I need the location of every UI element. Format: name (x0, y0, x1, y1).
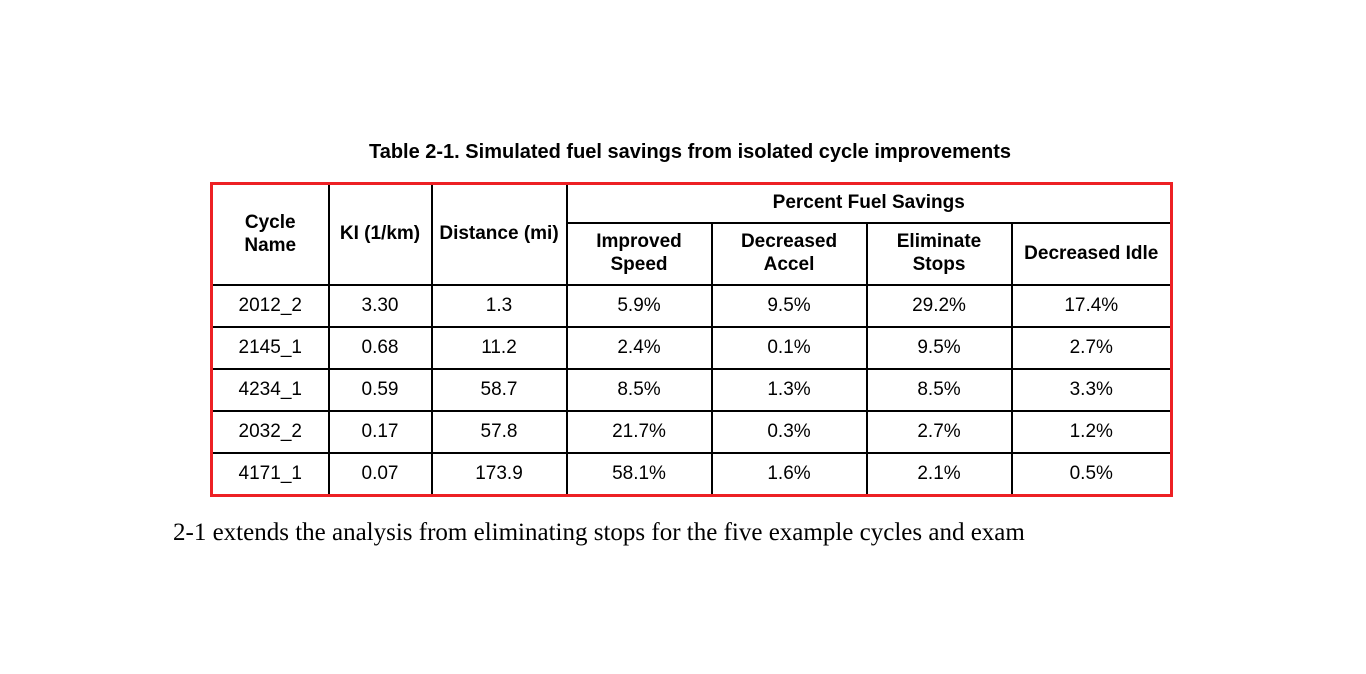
cell-distance: 57.8 (430, 410, 568, 454)
cell-decreased-idle: 2.7% (1010, 326, 1173, 370)
cell-eliminate-stops: 29.2% (865, 284, 1013, 328)
cell-eliminate-stops: 2.7% (865, 410, 1013, 454)
cell-decreased-accel: 1.3% (710, 368, 868, 412)
table-header-row-sub: Improved Speed Decreased Accel Eliminate… (212, 222, 1173, 286)
col-header-improved-speed: Improved Speed (565, 222, 713, 286)
cell-decreased-idle: 0.5% (1010, 452, 1173, 497)
table-header: Cycle Name KI (1/km) Distance (mi) Perce… (210, 182, 1173, 286)
cell-improved-speed: 5.9% (565, 284, 713, 328)
cell-decreased-accel: 1.6% (710, 452, 868, 497)
col-header-distance: Distance (mi) (430, 182, 568, 286)
cell-cycle-name: 4234_1 (210, 368, 330, 412)
cell-decreased-idle: 1.2% (1010, 410, 1173, 454)
cell-improved-speed: 58.1% (565, 452, 713, 497)
cell-distance: 58.7 (430, 368, 568, 412)
cell-cycle-name: 2012_2 (210, 284, 330, 328)
cell-distance: 1.3 (430, 284, 568, 328)
cell-decreased-accel: 9.5% (710, 284, 868, 328)
cell-eliminate-stops: 9.5% (865, 326, 1013, 370)
table-row: 4234_1 0.59 58.7 8.5% 1.3% 8.5% 3.3% (210, 368, 1173, 412)
cell-improved-speed: 8.5% (565, 368, 713, 412)
table-body: 2012_2 3.30 1.3 5.9% 9.5% 29.2% 17.4% 21… (210, 284, 1173, 497)
cell-ki: 0.17 (327, 410, 433, 454)
col-header-decreased-accel: Decreased Accel (710, 222, 868, 286)
cell-distance: 11.2 (430, 326, 568, 370)
cell-eliminate-stops: 8.5% (865, 368, 1013, 412)
cell-cycle-name: 4171_1 (210, 452, 330, 497)
cell-ki: 3.30 (327, 284, 433, 328)
cell-improved-speed: 21.7% (565, 410, 713, 454)
cell-decreased-idle: 17.4% (1010, 284, 1173, 328)
cell-decreased-accel: 0.1% (710, 326, 868, 370)
cell-improved-speed: 2.4% (565, 326, 713, 370)
fuel-savings-table: Cycle Name KI (1/km) Distance (mi) Perce… (210, 182, 1173, 497)
cell-decreased-accel: 0.3% (710, 410, 868, 454)
span-header-percent-fuel-savings: Percent Fuel Savings (565, 182, 1173, 224)
table-caption: Table 2-1. Simulated fuel savings from i… (368, 141, 1012, 163)
table-row: 2012_2 3.30 1.3 5.9% 9.5% 29.2% 17.4% (210, 284, 1173, 328)
table-row: 2032_2 0.17 57.8 21.7% 0.3% 2.7% 1.2% (210, 410, 1173, 454)
table-header-row-group: Cycle Name KI (1/km) Distance (mi) Perce… (210, 182, 1173, 286)
table-row: 4171_1 0.07 173.9 58.1% 1.6% 2.1% 0.5% (210, 452, 1173, 497)
col-header-cycle-name: Cycle Name (210, 182, 330, 286)
cell-ki: 0.68 (327, 326, 433, 370)
col-header-eliminate-stops: Eliminate Stops (865, 222, 1013, 286)
cell-cycle-name: 2032_2 (210, 410, 330, 454)
col-header-decreased-idle: Decreased Idle (1010, 222, 1173, 286)
table-row: 2145_1 0.68 11.2 2.4% 0.1% 9.5% 2.7% (210, 326, 1173, 370)
cell-ki: 0.59 (327, 368, 433, 412)
cell-cycle-name: 2145_1 (210, 326, 330, 370)
cell-decreased-idle: 3.3% (1010, 368, 1173, 412)
cell-ki: 0.07 (327, 452, 433, 497)
cell-eliminate-stops: 2.1% (865, 452, 1013, 497)
cell-distance: 173.9 (430, 452, 568, 497)
body-text: 2-1 extends the analysis from eliminatin… (173, 519, 1025, 546)
col-header-ki: KI (1/km) (327, 182, 433, 286)
